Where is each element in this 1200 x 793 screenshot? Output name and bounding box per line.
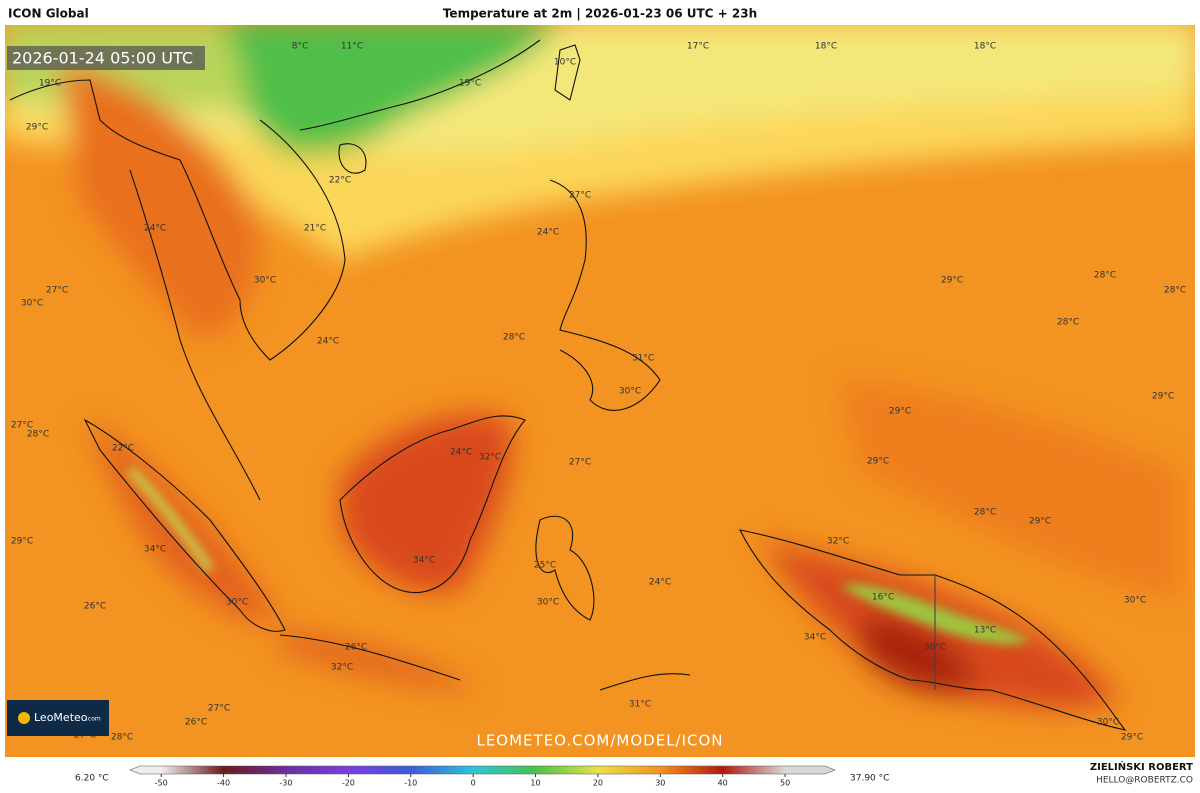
temp-label: 32°C xyxy=(479,453,501,463)
colorbar-tick-label: -20 xyxy=(342,779,355,788)
temp-label: 29°C xyxy=(1029,517,1051,527)
colorbar: 6.20 °C 37.90 °C -50 -40 -30 -20 -10 0 10 20 30 4… xyxy=(75,765,889,788)
temp-label: 18°C xyxy=(974,42,996,52)
colorbar-tick-label: 30 xyxy=(655,779,665,788)
temp-label: 8°C xyxy=(292,42,309,52)
temp-label: 11°C xyxy=(341,42,363,52)
temp-label: 28°C xyxy=(27,430,49,440)
colorbar-tick-label: 0 xyxy=(471,779,476,788)
temp-label: 22°C xyxy=(112,444,134,454)
map-title: Temperature at 2m | 2026-01-23 06 UTC + … xyxy=(443,7,757,21)
temp-label: 29°C xyxy=(941,276,963,286)
temp-label: 29°C xyxy=(1121,733,1143,743)
temp-label: 28°C xyxy=(974,508,996,518)
logo-suffix: .com xyxy=(86,716,101,723)
logo-name: LeoMeteo xyxy=(34,711,88,724)
colorbar-tick-label: -10 xyxy=(404,779,417,788)
temp-label: 27°C xyxy=(569,458,591,468)
watermark: LEOMETEO.COM/MODEL/ICON xyxy=(476,732,723,750)
colorbar-tick-label: -50 xyxy=(155,779,168,788)
temp-label: 27°C xyxy=(46,286,68,296)
temp-label: 32°C xyxy=(331,663,353,673)
temp-label: 17°C xyxy=(687,42,709,52)
temp-label: 30°C xyxy=(254,276,276,286)
temp-label: 18°C xyxy=(815,42,837,52)
temp-label: 30°C xyxy=(619,387,641,397)
temp-label: 28°C xyxy=(1057,318,1079,328)
temp-label: 29°C xyxy=(26,123,48,133)
temp-label: 10°C xyxy=(554,58,576,68)
temp-label: 29°C xyxy=(889,407,911,417)
temp-label: 24°C xyxy=(317,337,339,347)
temp-label: 25°C xyxy=(534,561,556,571)
temp-label: 28°C xyxy=(1094,271,1116,281)
colorbar-tick-label: -40 xyxy=(217,779,230,788)
temp-label: 24°C xyxy=(537,228,559,238)
map: 8°C 11°C 17°C 18°C 18°C 10°C 19°C 19°C 29°C 22°C 2… xyxy=(5,25,1195,757)
model-name: ICON Global xyxy=(8,7,89,21)
colorbar-tick-label: 20 xyxy=(593,779,603,788)
temp-label: 28°C xyxy=(111,733,133,743)
valid-time: 2026-01-24 05:00 UTC xyxy=(12,49,193,68)
temp-label: 28°C xyxy=(503,333,525,343)
temp-label: 13°C xyxy=(974,626,996,636)
temp-label: 27°C xyxy=(11,421,33,431)
temp-label: 30°C xyxy=(226,598,248,608)
temp-label: 34°C xyxy=(413,556,435,566)
temp-label: 30°C xyxy=(1097,718,1119,728)
temp-label: 30°C xyxy=(1124,596,1146,606)
temp-label: 24°C xyxy=(450,448,472,458)
temp-label: 29°C xyxy=(1152,392,1174,402)
temp-label: 22°C xyxy=(329,176,351,186)
colorbar-tick-label: 40 xyxy=(718,779,728,788)
temp-label: 26°C xyxy=(185,718,207,728)
temp-label: 30°C xyxy=(21,299,43,309)
temp-label: 21°C xyxy=(304,224,326,234)
temp-label: 27°C xyxy=(208,704,230,714)
temp-label: 24°C xyxy=(144,224,166,234)
temp-label: 29°C xyxy=(11,537,33,547)
temp-label: 36°C xyxy=(924,643,946,653)
temp-label: 19°C xyxy=(39,79,61,89)
temp-label: 31°C xyxy=(632,354,654,364)
temp-label: 31°C xyxy=(629,700,651,710)
temp-label: 34°C xyxy=(804,633,826,643)
time-box xyxy=(7,46,205,70)
temp-label: 26°C xyxy=(84,602,106,612)
temperature-labels: 8°C 11°C 17°C 18°C 18°C 10°C 19°C 19°C 29°C 22°C 2… xyxy=(11,42,1186,743)
colorbar-tick-label: 10 xyxy=(530,779,540,788)
logo-icon xyxy=(18,712,30,724)
temp-label: 27°C xyxy=(569,191,591,201)
colorbar-scale xyxy=(129,765,836,775)
temp-label: 26°C xyxy=(345,643,367,653)
coastlines xyxy=(9,39,1127,731)
temp-label: 19°C xyxy=(459,79,481,89)
colorbar-min: 6.20 °C xyxy=(75,774,109,784)
colorbar-tick-label: 50 xyxy=(780,779,790,788)
temp-label: 29°C xyxy=(867,457,889,467)
temp-label: 34°C xyxy=(144,545,166,555)
email: HELLO@ROBERTZ.CO xyxy=(1096,776,1193,786)
author: ZIELIŃSKI ROBERT xyxy=(1090,760,1193,773)
colorbar-tick-label: -30 xyxy=(279,779,292,788)
temp-label: 28°C xyxy=(1164,286,1186,296)
temp-label: 24°C xyxy=(649,578,671,588)
temp-label: 32°C xyxy=(827,537,849,547)
colorbar-max: 37.90 °C xyxy=(850,774,889,784)
temp-label: 30°C xyxy=(537,598,559,608)
temp-label: 16°C xyxy=(872,593,894,603)
